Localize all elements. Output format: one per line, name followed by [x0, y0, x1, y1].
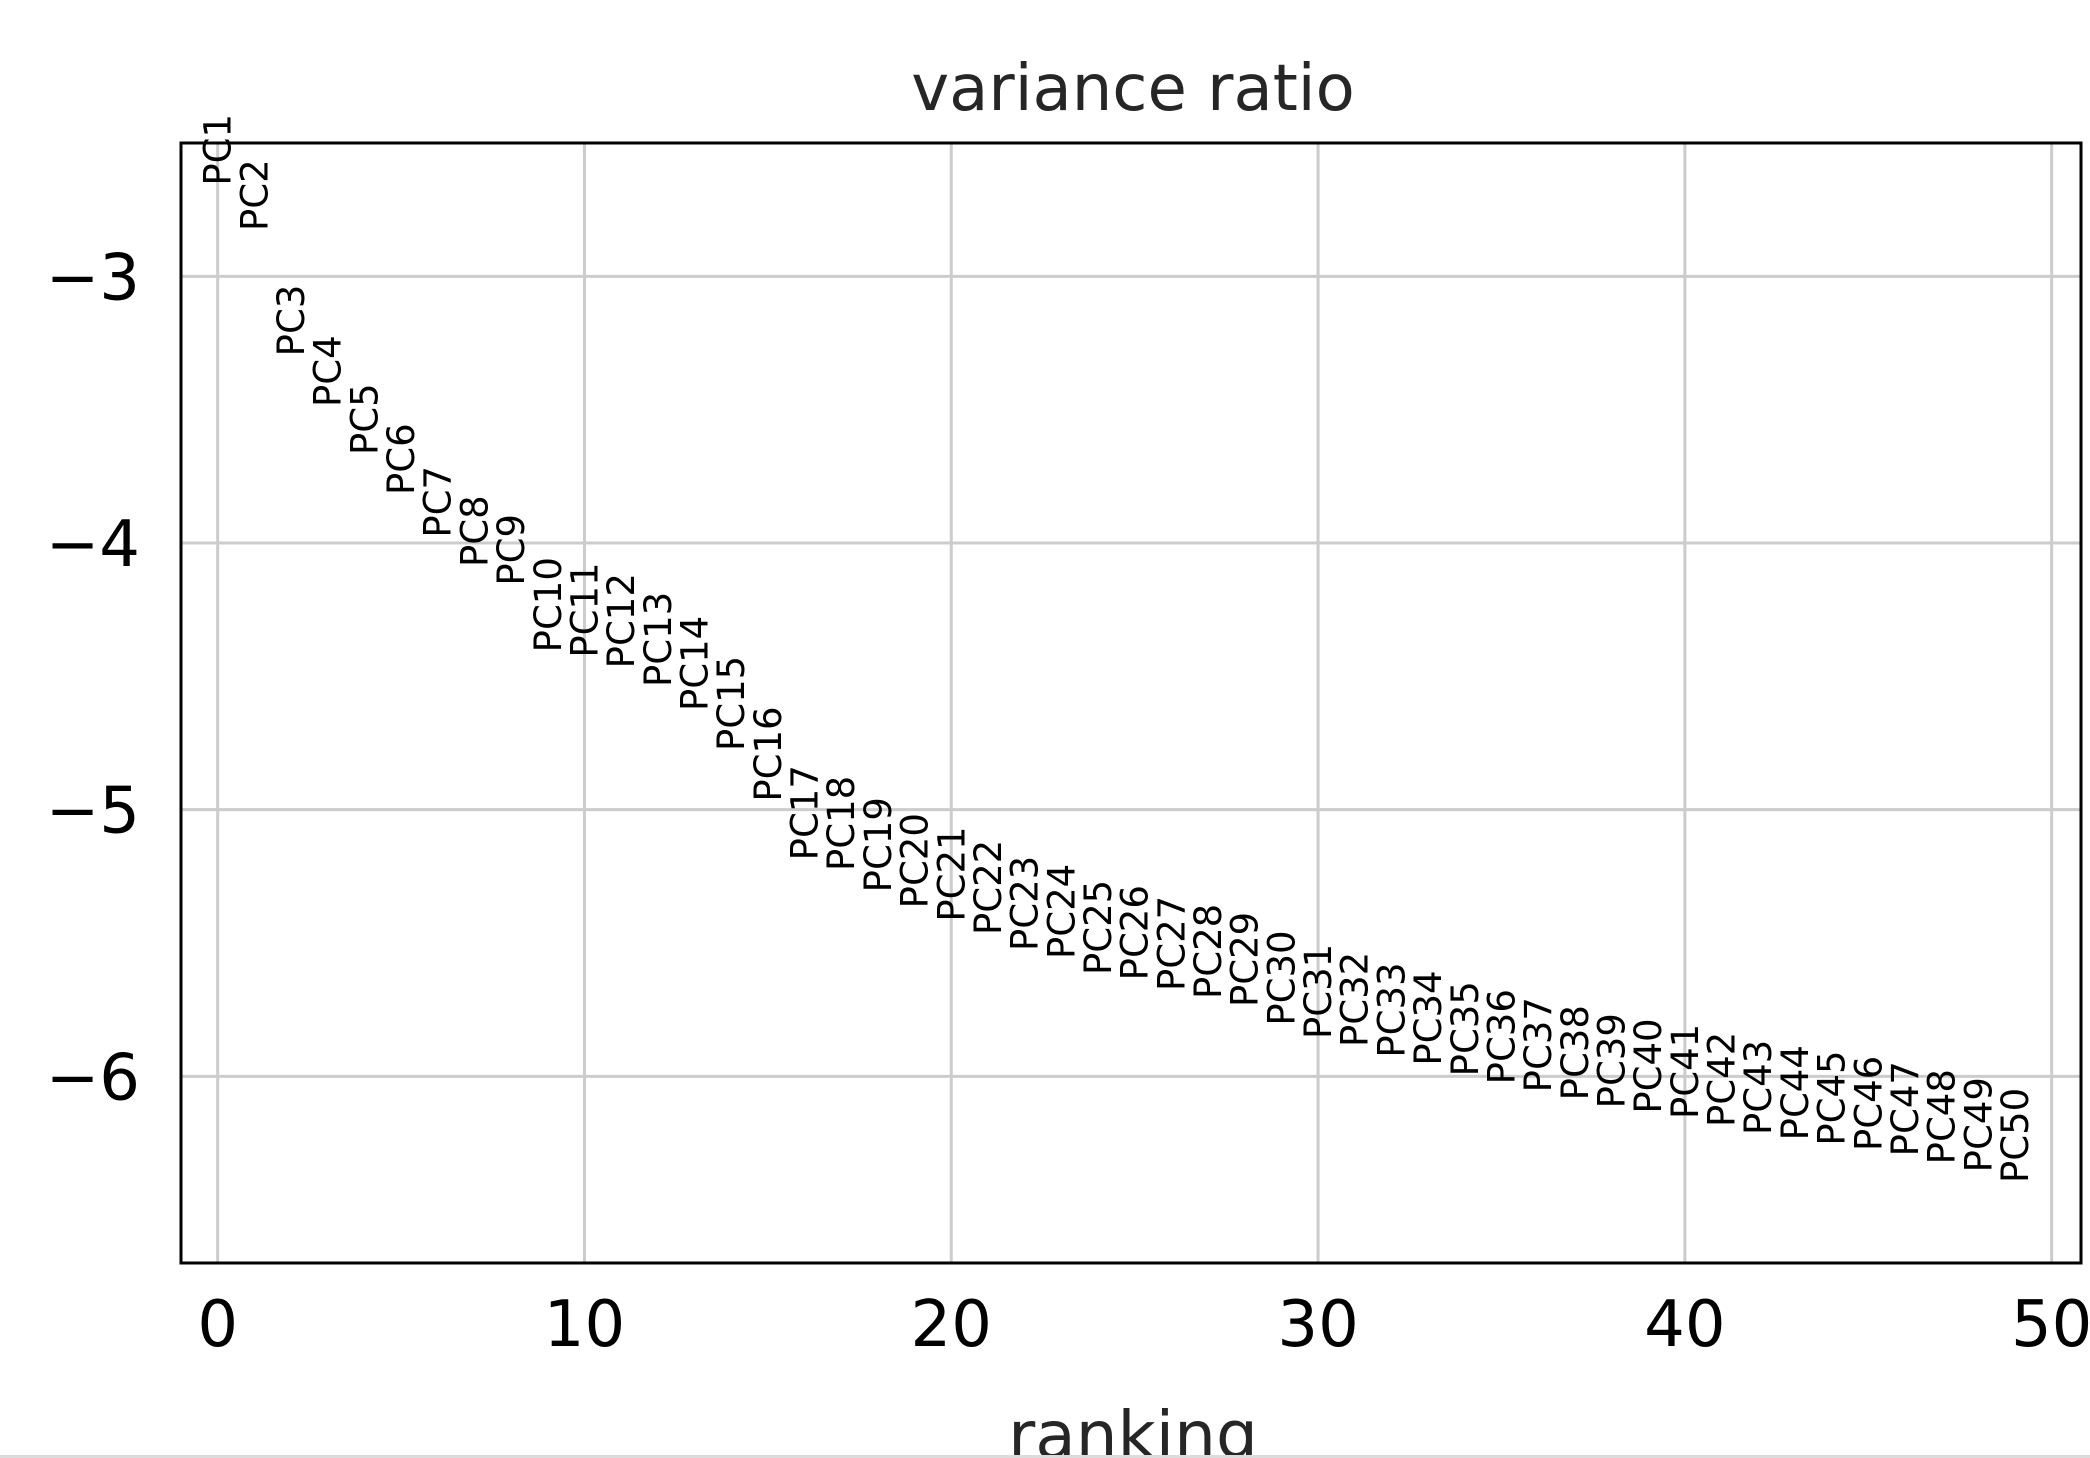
pc-point-label: PC19	[857, 797, 900, 892]
x-tick-label: 50	[2011, 1288, 2090, 1362]
pc-point-label: PC7	[417, 466, 460, 538]
x-tick-label: 0	[197, 1288, 238, 1362]
pc-point-label: PC43	[1737, 1040, 1780, 1135]
pc-point-label: PC37	[1517, 997, 1560, 1092]
pc-point-label: PC21	[930, 826, 973, 921]
pc-point-label: PC26	[1114, 885, 1157, 980]
point-labels: PC1PC2PC3PC4PC5PC6PC7PC8PC9PC10PC11PC12P…	[197, 114, 2037, 1183]
pc-point-label: PC42	[1701, 1032, 1744, 1127]
pc-point-label: PC12	[600, 573, 643, 668]
pc-point-label: PC13	[637, 592, 680, 687]
pc-point-label: PC46	[1847, 1056, 1890, 1151]
pc-point-label: PC34	[1407, 970, 1450, 1065]
pc-point-label: PC45	[1811, 1050, 1854, 1145]
x-axis-ticks: 0 10 20 30 40 50	[197, 1288, 2090, 1362]
pc-point-label: PC25	[1077, 880, 1120, 975]
pc-point-label: PC32	[1334, 952, 1377, 1047]
pc-point-label: PC50	[1994, 1088, 2037, 1183]
x-tick-label: 30	[1277, 1288, 1358, 1362]
pc-point-label: PC33	[1370, 962, 1413, 1057]
pc-point-label: PC3	[270, 285, 313, 357]
x-axis-label: ranking	[1008, 1397, 1258, 1458]
pc-point-label: PC22	[967, 840, 1010, 935]
page-divider	[0, 1455, 2090, 1458]
pc-point-label: PC31	[1297, 944, 1340, 1039]
pc-point-label: PC29	[1224, 912, 1267, 1007]
y-tick-label: −4	[46, 508, 140, 582]
pc-point-label: PC48	[1921, 1069, 1964, 1164]
pc-point-label: PC23	[1004, 856, 1047, 951]
y-tick-label: −6	[46, 1041, 140, 1115]
pc-point-label: PC16	[747, 706, 790, 801]
y-tick-label: −3	[46, 241, 140, 315]
x-tick-label: 40	[1644, 1288, 1725, 1362]
pc-point-label: PC35	[1444, 981, 1487, 1076]
pc-point-label: PC5	[343, 383, 386, 455]
y-tick-label: −5	[46, 775, 140, 849]
pc-point-label: PC2	[233, 159, 276, 231]
pc-point-label: PC36	[1480, 989, 1523, 1084]
pc-point-label: PC11	[563, 562, 606, 657]
pc-point-label: PC44	[1774, 1045, 1817, 1140]
pc-point-label: PC1	[197, 114, 240, 186]
pc-point-label: PC18	[820, 776, 863, 871]
pc-point-label: PC30	[1260, 930, 1303, 1025]
pc-point-label: PC40	[1627, 1018, 1670, 1113]
pc-point-label: PC14	[674, 616, 717, 711]
plot-area-frame	[179, 141, 2083, 1265]
grid	[181, 143, 2081, 1263]
x-tick-label: 20	[911, 1288, 992, 1362]
pc-point-label: PC39	[1591, 1013, 1634, 1108]
pc-point-label: PC20	[894, 813, 937, 908]
chart-title: variance ratio	[911, 52, 1354, 126]
pc-point-label: PC28	[1187, 904, 1230, 999]
pc-point-label: PC9	[490, 514, 533, 586]
pc-point-label: PC8	[453, 495, 496, 567]
pc-point-label: PC41	[1664, 1024, 1707, 1119]
pc-point-label: PC4	[307, 335, 350, 407]
y-axis-ticks: −3 −4 −5 −6	[46, 241, 140, 1115]
pc-point-label: PC24	[1040, 864, 1083, 959]
pc-point-label: PC6	[380, 423, 423, 495]
pc-point-label: PC27	[1150, 896, 1193, 991]
x-tick-label: 10	[544, 1288, 625, 1362]
pc-point-label: PC47	[1884, 1061, 1927, 1156]
pc-point-label: PC49	[1957, 1077, 2000, 1172]
pc-point-label: PC15	[710, 656, 753, 751]
pc-point-label: PC17	[784, 765, 827, 860]
pc-point-label: PC38	[1554, 1005, 1597, 1100]
pc-point-label: PC10	[527, 557, 570, 652]
